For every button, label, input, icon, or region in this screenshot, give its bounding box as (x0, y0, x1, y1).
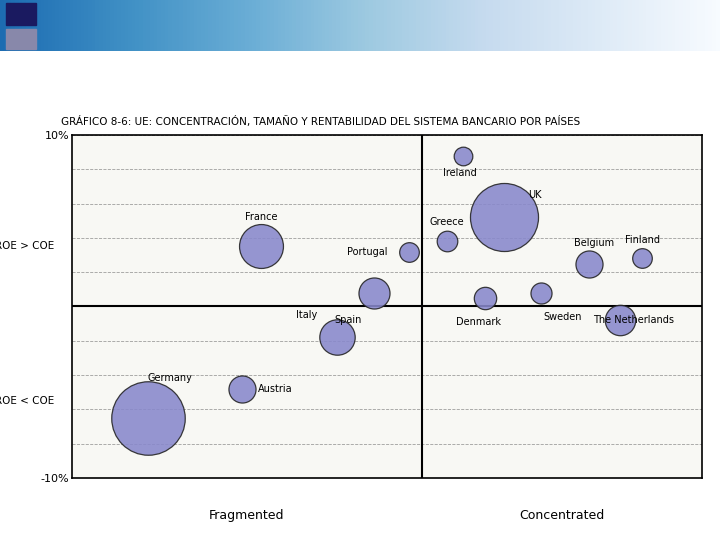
Text: Germany: Germany (148, 374, 192, 383)
Point (330, 333, 343, 342)
Point (583, 259, 595, 268)
Point (457, 151, 469, 160)
Bar (6, 3, 36, 25)
Text: Concentrated: Concentrated (519, 509, 605, 522)
Text: Portugal: Portugal (346, 247, 387, 256)
Text: France: France (245, 212, 277, 222)
Point (255, 242, 266, 251)
Text: Finland: Finland (625, 234, 660, 245)
Point (403, 247, 415, 256)
Point (369, 288, 380, 297)
Point (142, 414, 153, 422)
Point (441, 237, 453, 246)
Text: Italy: Italy (297, 310, 318, 320)
Bar (6, 29, 36, 49)
Text: Denmark: Denmark (456, 317, 501, 327)
Text: Basilea II: Impacto en el comportamiento bancario: Basilea II: Impacto en el comportamiento… (18, 73, 612, 93)
Text: Sweden: Sweden (544, 312, 582, 322)
Text: ROE > COE: ROE > COE (0, 241, 55, 252)
Text: GRÁFICO 8-6: UE: CONCENTRACIÓN, TAMAÑO Y RENTABILIDAD DEL SISTEMA BANCARIO POR P: GRÁFICO 8-6: UE: CONCENTRACIÓN, TAMAÑO Y… (61, 116, 580, 127)
Text: Fragmented: Fragmented (209, 509, 284, 522)
Text: Greece: Greece (430, 218, 464, 227)
Point (614, 316, 626, 325)
Text: Belgium: Belgium (574, 238, 613, 248)
Point (479, 294, 490, 302)
Text: Spain: Spain (334, 315, 362, 325)
Text: UK: UK (528, 190, 541, 200)
Text: Austria: Austria (258, 384, 292, 394)
Point (536, 288, 547, 297)
Point (498, 213, 509, 221)
Text: The Netherlands: The Netherlands (593, 315, 674, 325)
Text: Ireland: Ireland (443, 168, 477, 178)
Point (636, 254, 648, 263)
Text: ROE < COE: ROE < COE (0, 396, 55, 406)
Point (236, 384, 248, 393)
